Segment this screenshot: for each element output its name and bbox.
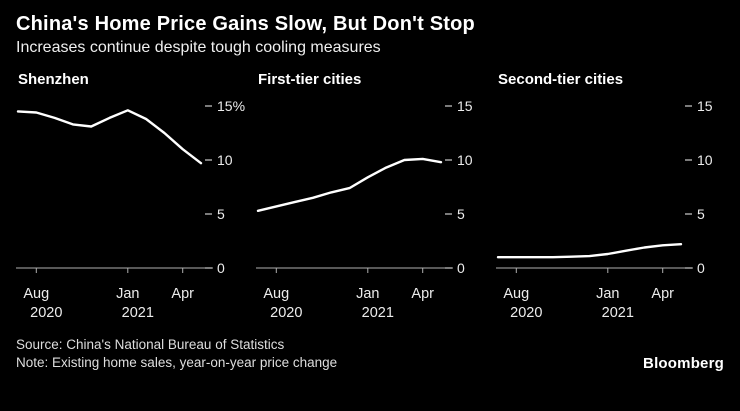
x-year-label: 2021 bbox=[121, 305, 154, 321]
x-year-label: 2021 bbox=[361, 305, 394, 321]
x-year-label: 2021 bbox=[601, 305, 634, 321]
plot-area: 15% 10 5 0 bbox=[16, 96, 246, 281]
x-axis-labels: Aug Jan Apr 2020 2021 bbox=[256, 284, 484, 324]
charts-row: Shenzhen 15% 10 5 0 Aug Jan Apr 2020 202… bbox=[16, 71, 724, 324]
x-year-label: 2020 bbox=[510, 305, 543, 321]
x-year-label: 2020 bbox=[30, 305, 63, 321]
page-title: China's Home Price Gains Slow, But Don't… bbox=[16, 13, 475, 35]
panel-first-tier: First-tier cities 15 10 5 0 Aug Jan Apr … bbox=[256, 71, 484, 324]
x-axis-labels: Aug Jan Apr 2020 2021 bbox=[496, 284, 724, 324]
panel-title: Shenzhen bbox=[18, 71, 89, 88]
x-tick-label: Jan bbox=[356, 286, 380, 302]
y-tick-label: 5 bbox=[457, 206, 465, 222]
page-subtitle: Increases continue despite tough cooling… bbox=[16, 39, 381, 56]
y-tick-label: 15% bbox=[217, 98, 246, 114]
bloomberg-logo: Bloomberg bbox=[643, 355, 724, 373]
x-tick-label: Aug bbox=[23, 286, 50, 302]
plot-area: 15 10 5 0 bbox=[496, 96, 724, 281]
x-tick-label: Apr bbox=[171, 286, 194, 302]
y-tick-label: 0 bbox=[217, 260, 225, 276]
source-text: Source: China's National Bureau of Stati… bbox=[16, 337, 285, 352]
y-tick-label: 0 bbox=[457, 260, 465, 276]
y-tick-label: 10 bbox=[217, 152, 233, 168]
line-chart-first-tier bbox=[256, 105, 453, 273]
footer: Source: China's National Bureau of Stati… bbox=[16, 336, 724, 372]
x-tick-label: Aug bbox=[503, 286, 530, 302]
panel-shenzhen: Shenzhen 15% 10 5 0 Aug Jan Apr 2020 202… bbox=[16, 71, 246, 324]
note-text: Note: Existing home sales, year-on-year … bbox=[16, 355, 338, 371]
plot-area: 15 10 5 0 bbox=[256, 96, 484, 281]
x-tick-label: Aug bbox=[263, 286, 290, 302]
panel-title: Second-tier cities bbox=[498, 71, 624, 88]
x-axis-labels: Aug Jan Apr 2020 2021 bbox=[16, 284, 244, 324]
y-tick-label: 5 bbox=[697, 206, 705, 222]
y-tick-label: 0 bbox=[697, 260, 705, 276]
panel-title: First-tier cities bbox=[258, 71, 362, 88]
y-tick-label: 15 bbox=[457, 98, 473, 114]
panel-second-tier: Second-tier cities 15 10 5 0 Aug Jan Apr… bbox=[496, 71, 724, 324]
y-tick-label: 10 bbox=[697, 152, 713, 168]
line-chart-second-tier bbox=[496, 105, 693, 273]
x-tick-label: Apr bbox=[651, 286, 674, 302]
x-tick-label: Apr bbox=[411, 286, 434, 302]
y-tick-label: 5 bbox=[217, 206, 225, 222]
x-year-label: 2020 bbox=[270, 305, 303, 321]
y-tick-label: 15 bbox=[697, 98, 713, 114]
footer-notes: Source: China's National Bureau of Stati… bbox=[16, 336, 337, 372]
x-tick-label: Jan bbox=[116, 286, 140, 302]
y-tick-label: 10 bbox=[457, 152, 473, 168]
x-tick-label: Jan bbox=[596, 286, 620, 302]
line-chart-shenzhen bbox=[16, 105, 213, 273]
